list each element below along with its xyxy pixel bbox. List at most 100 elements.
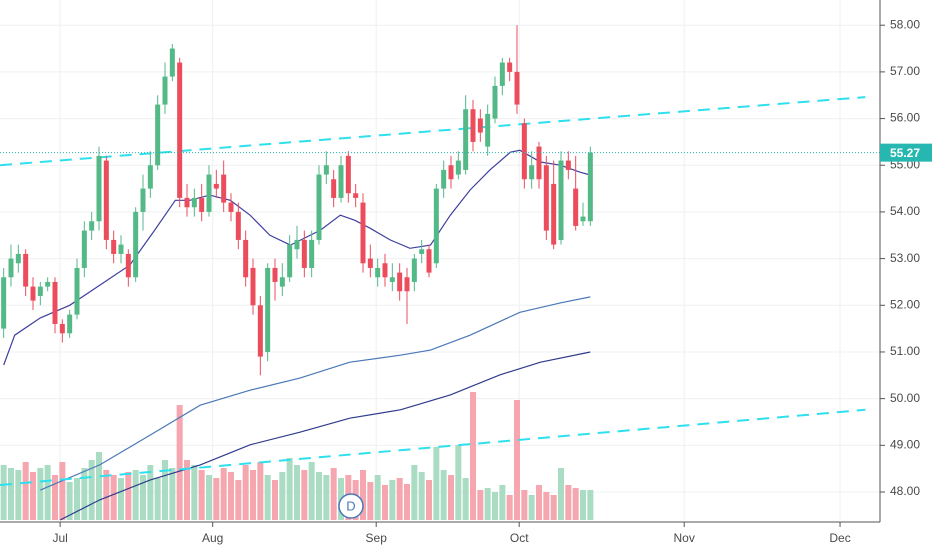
candle-body — [543, 165, 549, 231]
volume-bar — [8, 468, 14, 520]
volume-bar — [294, 465, 300, 520]
trend-line — [0, 96, 866, 167]
volume-bar — [228, 472, 234, 520]
x-tick-label: Sep — [366, 531, 388, 545]
volume-bar — [433, 447, 440, 520]
candle-body — [345, 155, 351, 194]
volume-bar — [470, 392, 476, 520]
trend-line — [0, 408, 866, 486]
candle-body — [118, 244, 124, 254]
candle-body — [177, 62, 183, 198]
volume-bar — [382, 485, 388, 520]
volume-bar — [455, 445, 462, 520]
candle-body — [521, 123, 527, 180]
volume-bar — [169, 468, 176, 520]
volume-bar — [330, 468, 337, 520]
badge-text[interactable]: D — [346, 498, 355, 513]
candle-body — [419, 249, 425, 254]
volume-bar — [301, 470, 308, 520]
candle-body — [433, 188, 439, 264]
volume-bar — [154, 478, 161, 520]
candle-body — [477, 118, 483, 133]
price-pane — [0, 25, 880, 521]
y-tick-label: 49.00 — [890, 437, 920, 451]
volume-bar — [448, 475, 454, 520]
candle-body — [257, 305, 263, 357]
x-tick-label: Aug — [202, 531, 223, 545]
x-tick-label: Jul — [52, 531, 67, 545]
candle-body — [155, 104, 161, 166]
candle-body — [103, 160, 109, 240]
volume-bar — [176, 405, 183, 520]
candle-body — [213, 183, 219, 189]
volume-bar — [184, 460, 190, 520]
volume-bar — [140, 475, 146, 520]
volume-bar — [550, 495, 557, 520]
candle-body — [331, 179, 337, 198]
x-tick-label: Dec — [829, 531, 850, 545]
volume-bar — [528, 495, 535, 520]
candle-body — [382, 263, 388, 278]
candle-body — [294, 239, 300, 250]
candle-body — [558, 160, 564, 240]
volume-bar — [206, 475, 212, 520]
candle-body — [375, 267, 381, 278]
grid — [0, 0, 880, 520]
candle-body — [37, 286, 43, 296]
volume-bar — [396, 478, 403, 520]
volume-bar — [52, 475, 58, 520]
candle-body — [162, 76, 168, 105]
volume-bar — [411, 465, 418, 520]
volume-bar — [81, 468, 88, 520]
volume-bar — [96, 452, 102, 520]
y-tick-label: 53.00 — [890, 251, 920, 265]
volume-bar — [389, 480, 396, 520]
candle-body — [338, 165, 344, 198]
candle-body — [463, 109, 469, 170]
volume-bar — [521, 490, 528, 520]
volume-pane — [0, 392, 594, 520]
candle-body — [169, 48, 175, 77]
volume-bar — [426, 480, 432, 520]
badge-circle[interactable] — [338, 493, 364, 519]
y-tick-label: 56.00 — [890, 111, 920, 125]
candle-body — [316, 174, 322, 240]
badge[interactable]: D — [338, 493, 364, 519]
volume-bar — [587, 490, 594, 520]
volume-bar — [37, 468, 44, 520]
volume-bar — [59, 462, 66, 520]
candle-body — [89, 221, 95, 231]
volume-bar — [132, 470, 139, 520]
volume-bar — [213, 478, 220, 520]
candle-body — [206, 174, 212, 212]
candle-body — [147, 165, 153, 189]
volume-bar — [558, 468, 564, 520]
volume-bar — [30, 472, 36, 520]
candle-body — [265, 267, 271, 352]
volume-bar — [0, 465, 7, 520]
volume-bar — [118, 478, 124, 520]
y-tick-label: 58.00 — [890, 17, 920, 31]
volume-bar — [15, 470, 22, 520]
volume-bar — [308, 462, 315, 520]
y-tick-label: 51.00 — [890, 344, 920, 358]
candle-body — [133, 211, 139, 278]
candle-body — [23, 253, 29, 287]
candle-body — [404, 277, 410, 292]
x-tick-label: Nov — [674, 531, 695, 545]
volume-bar — [484, 488, 491, 520]
candle-body — [67, 314, 73, 334]
y-tick-label: 48.00 — [890, 484, 920, 498]
candle-body — [514, 71, 520, 105]
candle-body — [448, 165, 454, 180]
last-price-box — [880, 143, 932, 162]
volume-bar — [286, 458, 293, 520]
y-tick-label: 54.00 — [890, 204, 920, 218]
volume-bar — [367, 482, 374, 520]
volume-bar — [462, 478, 469, 520]
candle-body — [492, 85, 498, 119]
volume-bar — [147, 465, 154, 520]
candle-body — [235, 211, 241, 240]
candle-body — [353, 193, 359, 198]
